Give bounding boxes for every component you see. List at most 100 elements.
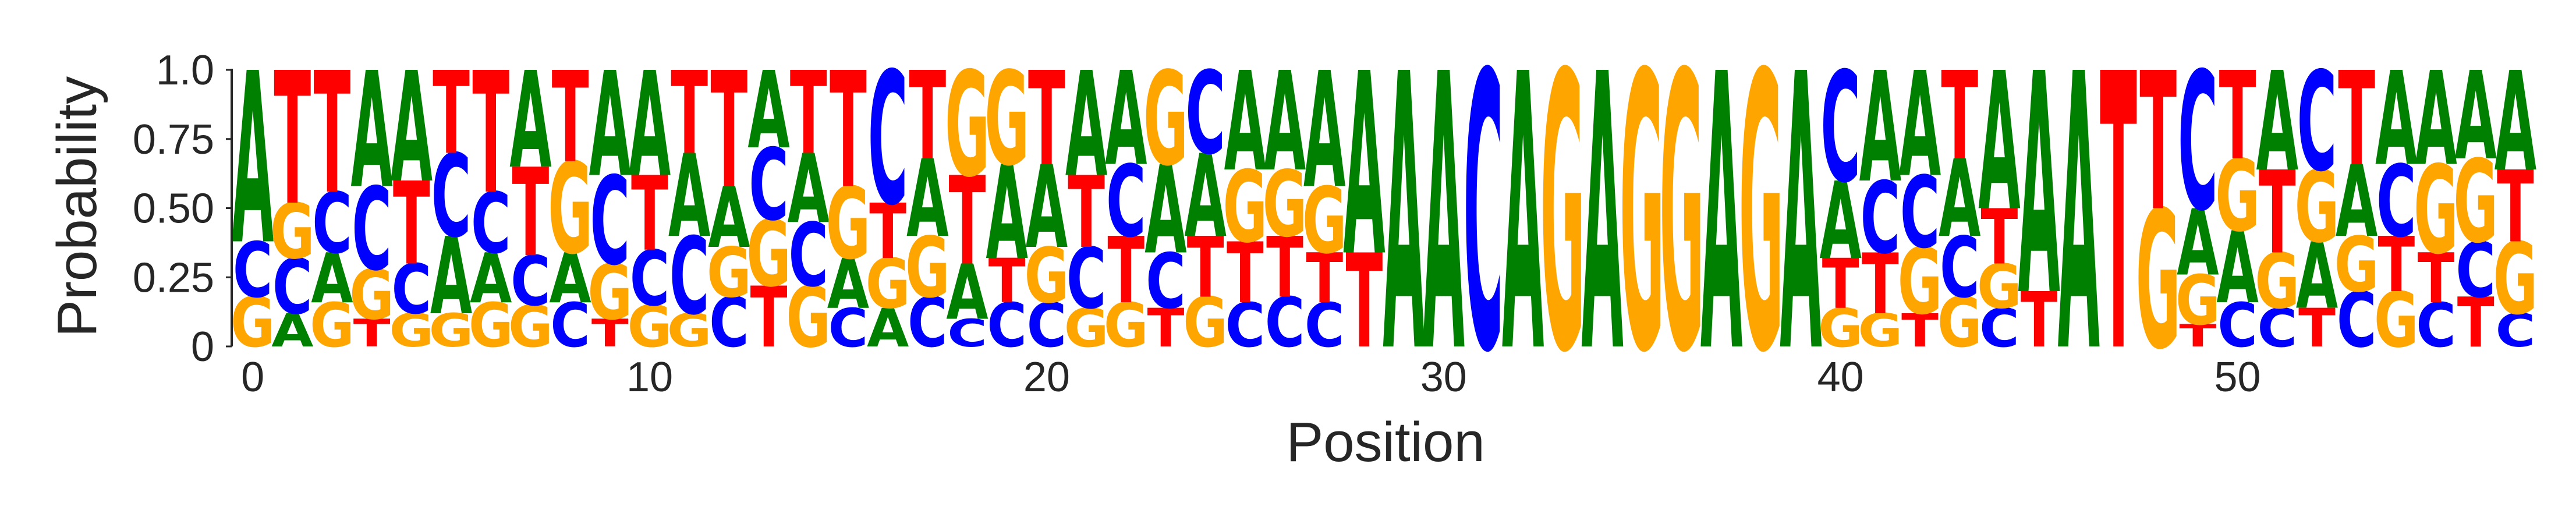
x-axis-ticks: 0 10 20 30 40 50 [241, 354, 2261, 401]
logo-letter-g: G [231, 284, 275, 363]
logo-letter-a: A [827, 245, 869, 324]
logo-letter-a: A [2216, 211, 2258, 326]
logo-letter-t: T [274, 34, 311, 246]
logo-letter-c: C [669, 215, 710, 339]
logo-letter-g: G [945, 42, 990, 210]
logo-letter-t: T [1941, 47, 1978, 188]
logo-letter-t: T [1068, 156, 1105, 271]
logo-letter-c: C [788, 206, 828, 307]
logo-letter-t: T [2219, 47, 2256, 188]
logo-letter-t: T [1306, 240, 1343, 319]
logo-letter-a: A [311, 240, 353, 319]
logo-letter-g: G [548, 137, 593, 282]
logo-letter-g: G [2255, 238, 2299, 326]
logo-letter-c: C [1464, 0, 1504, 436]
logo-letter-t: T [2179, 318, 2216, 354]
y-tick-label: 1.0 [156, 47, 214, 94]
logo-letter-c: C [590, 151, 630, 293]
logo-letter-g: G [1937, 284, 1982, 363]
logo-letter-a: A [1423, 0, 1465, 436]
logo-letter-g: G [587, 249, 632, 337]
logo-letter-g: G [349, 256, 394, 335]
logo-letter-a: A [2018, 10, 2060, 363]
logo-letter-t: T [869, 187, 906, 276]
logo-letter-t: T [2139, 33, 2177, 253]
logo-letter-g: G [1818, 297, 1863, 359]
logo-letter-c: C [2455, 226, 2496, 315]
logo-letter-c: C [908, 284, 948, 363]
logo-letter-t: T [2497, 150, 2534, 265]
logo-letter-a: A [2296, 224, 2338, 330]
logo-letter-g: G [508, 293, 553, 360]
logo-letter-c: C [1185, 48, 1225, 180]
logo-letter-t: T [988, 246, 1026, 317]
logo-letter-a: A [470, 240, 512, 319]
logo-letter-g: G [1620, 0, 1664, 436]
logo-letter-t: T [1028, 45, 1065, 195]
logo-letter-c: C [392, 251, 432, 330]
logo-letter-a: A [1224, 43, 1266, 202]
logo-letter-c: C [352, 164, 392, 296]
logo-letter-a: A [1105, 45, 1147, 195]
logo-letter-t: T [591, 311, 629, 356]
logo-letter-a: A [1145, 140, 1186, 282]
logo-letter-a: A [1026, 142, 1068, 274]
logo-letter-t: T [2259, 148, 2296, 280]
logo-letter-c: C [1820, 40, 1861, 217]
logo-letter-t: T [1187, 219, 1224, 317]
y-tick-label: 0.25 [133, 254, 214, 301]
logo-letter-t: T [1266, 219, 1303, 317]
logo-letter-a: A [1819, 160, 1861, 284]
logo-letter-g: G [2295, 150, 2340, 265]
logo-letter-a: A [2256, 43, 2298, 202]
logo-letter-a: A [1343, 21, 1386, 312]
logo-letter-a: A [2494, 43, 2536, 202]
logo-letter-g: G [2334, 221, 2379, 309]
logo-letter-t: T [2100, 0, 2137, 436]
logo-letter-a: A [629, 42, 671, 210]
logo-letter-a: A [1978, 33, 2020, 253]
logo-letter-t: T [1862, 236, 1899, 333]
logo-letter-a: A [2177, 190, 2219, 296]
logo-letter-t: T [2338, 45, 2375, 195]
logo-letter-c: C [1900, 156, 1940, 271]
logo-letter-g: G [2453, 137, 2498, 269]
logo-letter-t: T [1107, 218, 1145, 324]
logo-letter-c: C [431, 131, 472, 263]
logo-letter-t: T [353, 311, 391, 356]
logo-letter-a: A [430, 215, 472, 339]
logo-letter-c: C [1265, 284, 1305, 363]
logo-letter-g: G [1739, 0, 1784, 436]
logo-letter-a: A [509, 44, 551, 199]
logo-letter-t: T [671, 48, 708, 180]
logo-letter-t: T [949, 151, 986, 293]
logo-letter-c: C [630, 235, 670, 323]
logo-letter-a: A [391, 40, 433, 217]
logo-letter-t: T [1346, 227, 1383, 377]
logo-letter-a: A [350, 39, 392, 224]
y-tick-label: 0.75 [133, 116, 214, 163]
logo-letter-g: G [1540, 0, 1585, 436]
y-axis-ticks: 0 0.25 0.50 0.75 1.0 [133, 47, 232, 370]
logo-letter-g: G [1143, 45, 1188, 195]
logo-letter-c: C [1106, 145, 1146, 260]
logo-letter-g: G [1064, 297, 1109, 359]
logo-letter-g: G [1104, 291, 1149, 361]
logo-letter-a: A [589, 42, 631, 210]
logo-letter-a: A [906, 137, 948, 261]
logo-letter-g: G [1183, 284, 1228, 363]
logo-letter-g: G [1263, 152, 1308, 258]
logo-letter-a: A [986, 139, 1028, 289]
logo-letter-c: C [2416, 291, 2456, 361]
logo-letter-g: G [2136, 171, 2181, 391]
logo-letter-c: C [1146, 238, 1186, 326]
logo-letter-c: C [272, 243, 313, 331]
logo-letter-t: T [1901, 305, 1939, 357]
logo-letter-a: A [1939, 137, 1980, 261]
logo-letter-a: A [1502, 0, 1544, 436]
logo-letter-g: G [826, 167, 871, 282]
logo-letter-t: T [1227, 225, 1264, 322]
logo-letter-c: C [312, 175, 352, 272]
logo-letter-g: G [2215, 139, 2260, 254]
